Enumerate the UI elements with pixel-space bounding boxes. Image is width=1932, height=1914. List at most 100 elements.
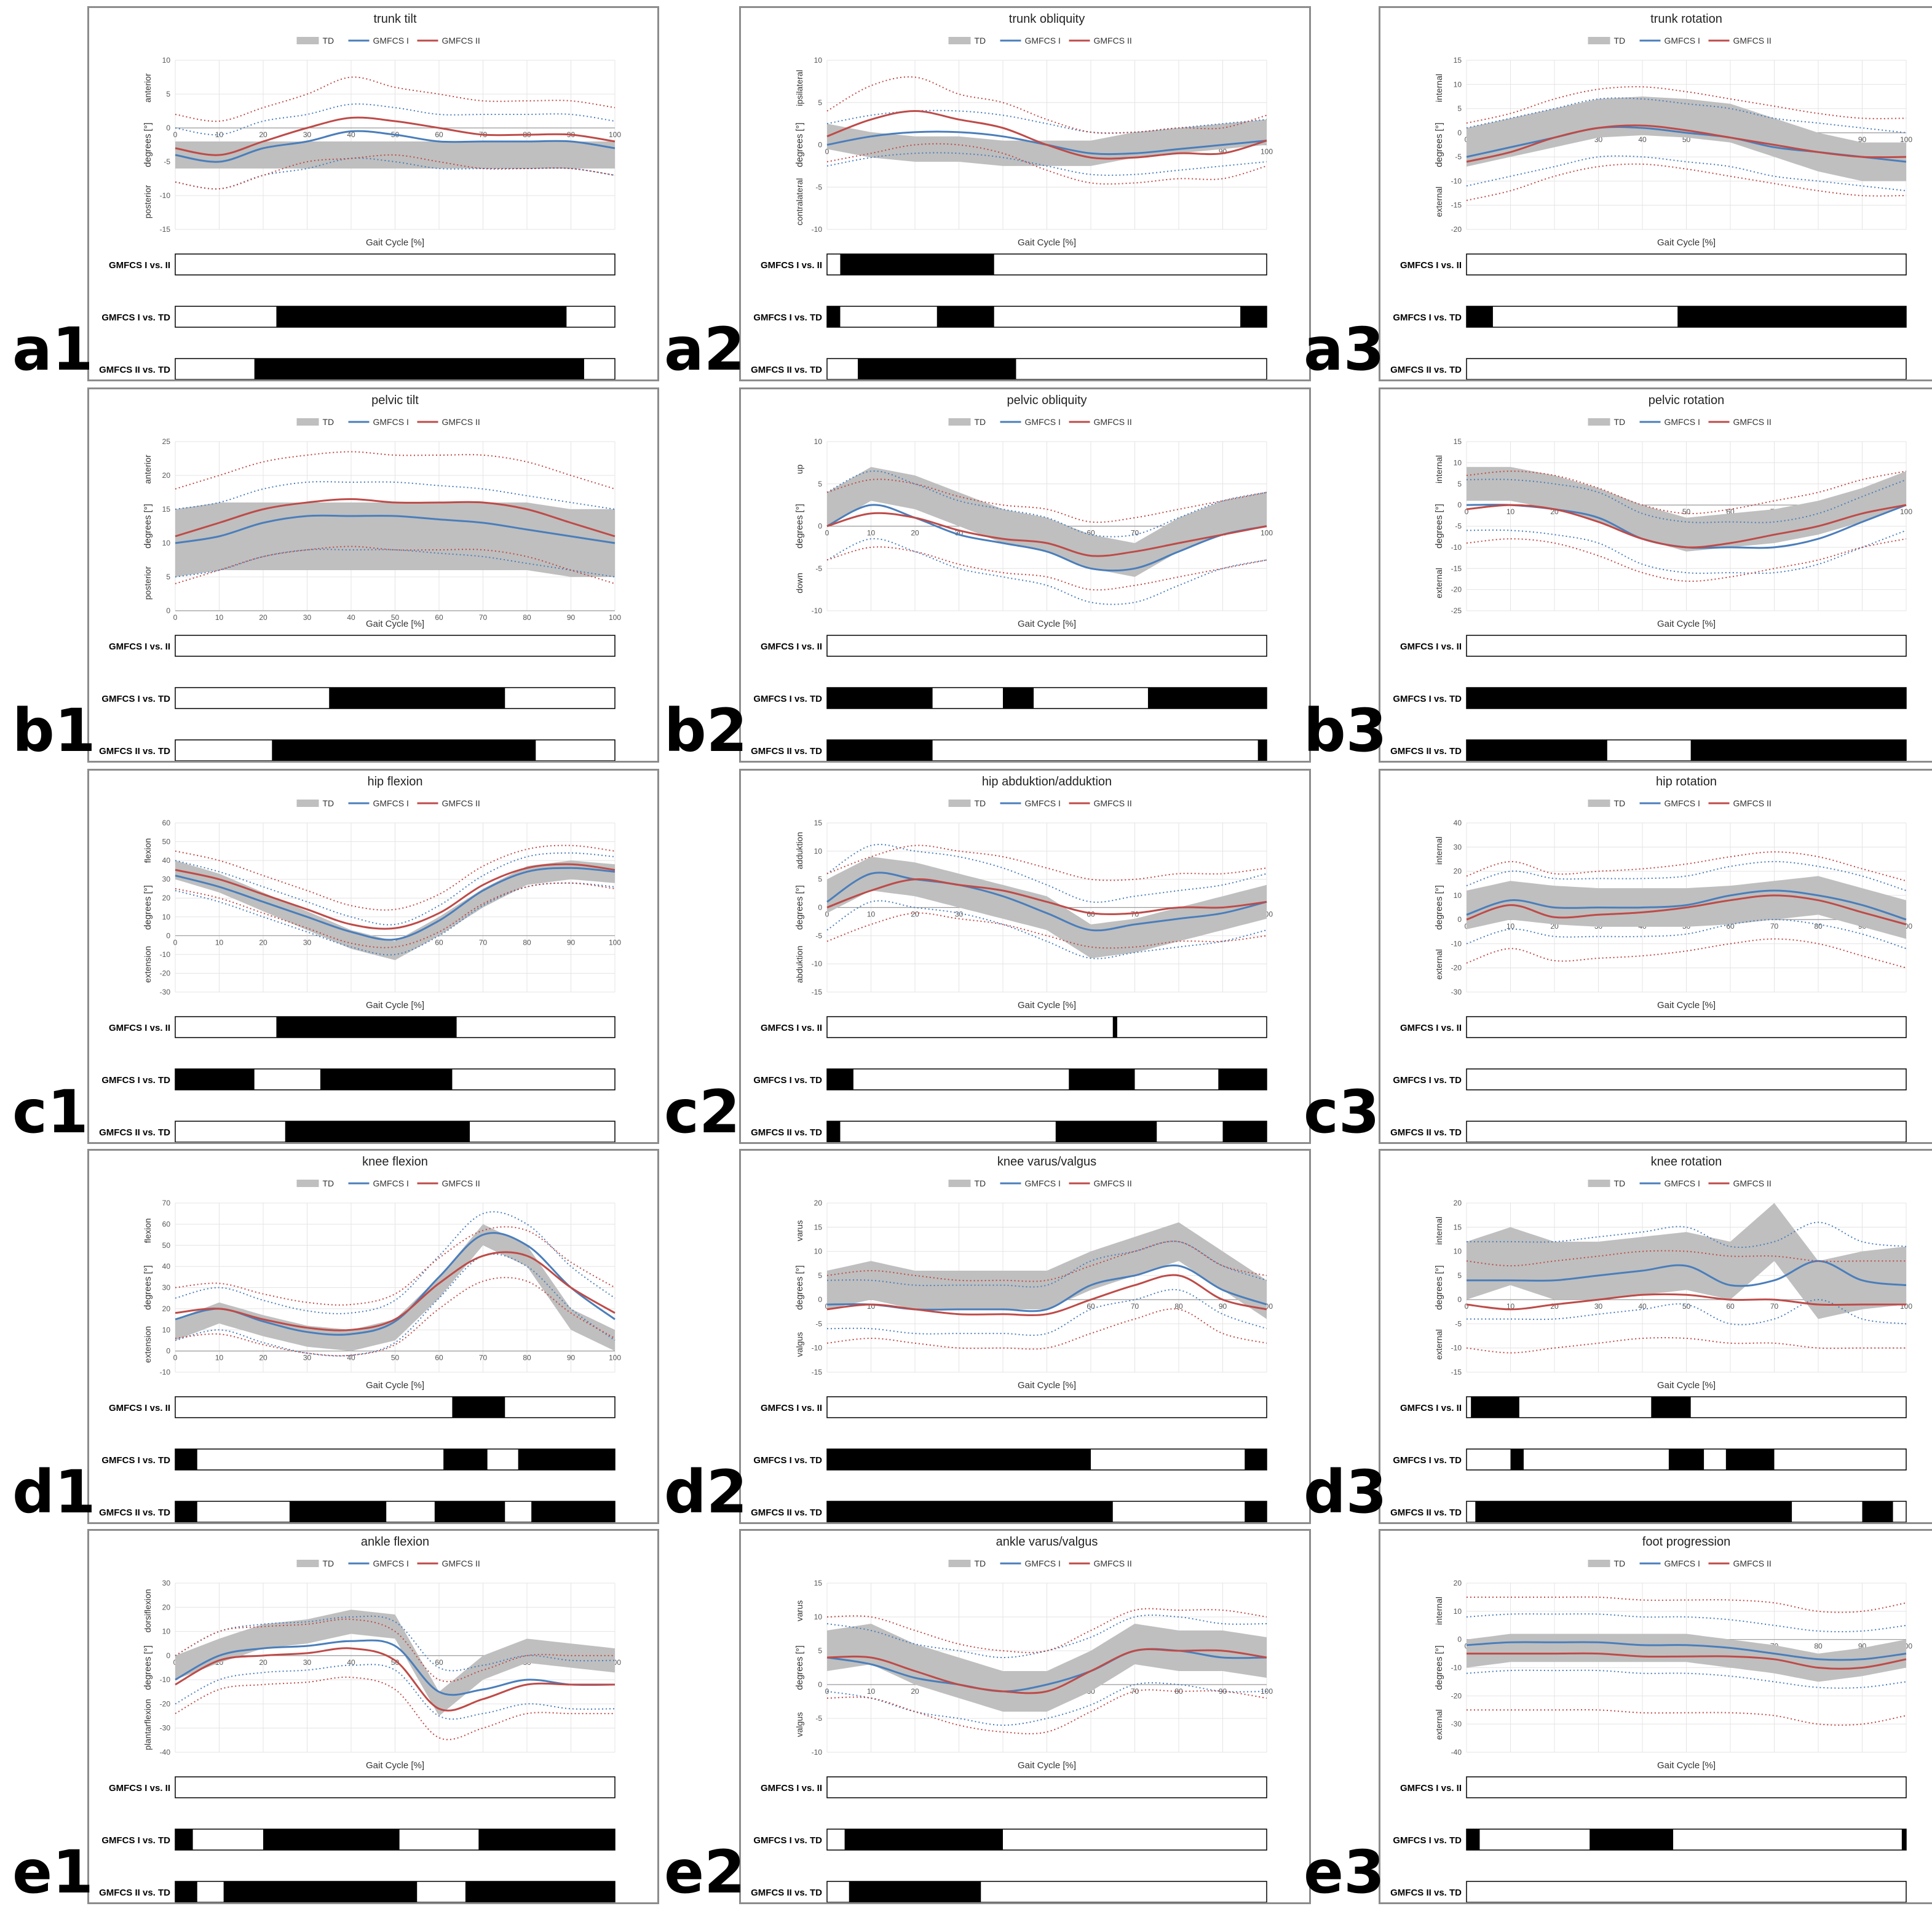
y-tick-label: 15 [814,819,823,827]
y-tick-label: -10 [1451,543,1462,552]
g1-mean-line [1466,1641,1907,1661]
significance-segment [1218,1069,1267,1090]
g1-sd-upper [1466,1613,1907,1633]
significance-segment [531,1501,615,1522]
y-direction-negative: external [1434,1709,1444,1740]
legend: TD GMFCS I GMFCS II [1588,798,1772,808]
chart-title: hip abduktion/adduktion [982,775,1112,788]
significance-segment [1510,1449,1524,1470]
y-tick-label: -10 [160,1675,171,1684]
g1-mean-line [1467,1260,1907,1287]
significance-segment [827,1121,841,1142]
y-direction-negative: plantarflexion [143,1699,152,1750]
y-tick-label: -15 [1451,201,1462,210]
legend-label-g1: GMFCS I [1665,36,1700,46]
legend: TD GMFCS I GMFCS II [296,1178,480,1188]
legend-label-td: TD [323,798,335,808]
chart-b1: pelvic tilt TD GMFCS I GMFCS II 0 5 10 15 20 25 0 1… [99,394,621,761]
x-tick-label: 20 [911,529,919,538]
y-tick-label: 5 [1457,1271,1462,1280]
y-axis-label: degrees [°] [794,1645,805,1690]
x-tick-label: 0 [173,1354,178,1362]
panel-b2: pelvic obliquity TD GMFCS I GMFCS II -10 -5 0 5… [739,387,1311,763]
significance-segment [1240,306,1267,327]
x-tick-label: 0 [825,148,829,156]
y-tick-label: 10 [814,847,823,856]
y-axis-label: degrees [°] [143,1645,153,1690]
legend-swatch-td [948,1180,971,1187]
legend: TD GMFCS I GMFCS II [1588,1178,1772,1188]
chart-title: ankle flexion [361,1535,429,1549]
g1-sd-upper [1466,97,1907,133]
x-tick-label: 60 [435,613,443,622]
y-tick-label: 10 [162,1627,171,1636]
legend-label-td: TD [323,1178,335,1188]
legend-label-g2: GMFCS II [1094,1178,1132,1188]
legend-label-td: TD [1614,417,1626,427]
comparison-label: GMFCS I vs. TD [1393,1835,1462,1846]
legend-label-td: TD [975,798,986,808]
significance-segment [223,1881,418,1902]
panel-a3: trunk rotation TD GMFCS I GMFCS II -20 -15 -10… [1379,6,1932,381]
y-direction-negative: valgus [794,1712,804,1737]
y-tick-label: 10 [814,437,823,446]
y-tick-label: -25 [1451,606,1462,615]
x-tick-label: 0 [825,910,829,919]
legend-label-g2: GMFCS II [1733,36,1772,46]
legend: TD GMFCS I GMFCS II [296,1559,480,1568]
x-tick-label: 10 [215,613,224,622]
legend-label-g2: GMFCS II [1094,417,1132,427]
panel-a2: trunk obliquity TD GMFCS I GMFCS II -10 -5 0 5 1… [739,6,1311,381]
significance-segment [272,740,536,761]
y-direction-positive: varus [794,1220,804,1241]
td-band [175,502,615,577]
g1-mean-line [175,1639,616,1696]
y-direction-negative: posterior [143,185,152,218]
y-tick-label: 0 [166,1347,170,1356]
x-tick-label: 90 [567,613,576,622]
g2-mean-line [175,1251,616,1332]
g2-sd-lower [175,1676,615,1741]
chart-d2: knee varus/valgus TD GMFCS I GMFCS II -15 -10… [751,1155,1273,1522]
td-band [175,141,615,169]
x-tick-label: 90 [1858,135,1867,144]
y-direction-positive: flexion [143,1218,152,1243]
comparison-label: GMFCS I vs. II [761,641,822,652]
g1-sd-lower [826,538,1267,605]
significance-segment [254,359,584,379]
y-tick-label: 0 [1457,915,1462,924]
y-tick-label: 0 [1457,1635,1462,1644]
comparison-label: GMFCS II vs. TD [99,1127,170,1138]
x-axis-label: Gait Cycle [%] [1018,1380,1076,1391]
y-direction-negative: external [1434,1329,1444,1360]
g1-sd-lower [1466,529,1907,574]
g2-sd-lower [826,546,1267,591]
td-band [827,119,1267,166]
x-tick-label: 0 [173,938,178,947]
legend-label-td: TD [1614,1178,1626,1188]
y-tick-label: -5 [815,1714,822,1723]
g2-sd-upper [175,1226,616,1306]
y-direction-negative: contralateral [794,178,804,225]
legend: TD GMFCS I GMFCS II [1588,36,1772,46]
g2-mean-line [175,116,616,156]
g1-mean-line [175,867,616,941]
comparison-label: GMFCS II vs. TD [1390,365,1462,375]
td-band [827,467,1267,577]
y-axis-label: degrees [°] [1434,885,1444,930]
x-tick-label: 70 [1770,1302,1779,1311]
y-tick-label: 10 [1454,891,1462,900]
significance-segment [1690,740,1906,761]
y-tick-label: -5 [815,564,822,573]
y-tick-label: -10 [1451,939,1462,948]
y-axis-label: degrees [°] [794,885,805,930]
significance-segment [175,1881,197,1902]
y-tick-label: 15 [814,1579,823,1587]
g1-sd-upper [826,109,1267,134]
comparison-label: GMFCS I vs. II [761,1023,822,1033]
legend: TD GMFCS I GMFCS II [296,798,480,808]
legend: TD GMFCS I GMFCS II [948,417,1132,427]
comparison-label: GMFCS I vs. TD [1393,1455,1462,1466]
significance-segment [1725,1449,1775,1470]
